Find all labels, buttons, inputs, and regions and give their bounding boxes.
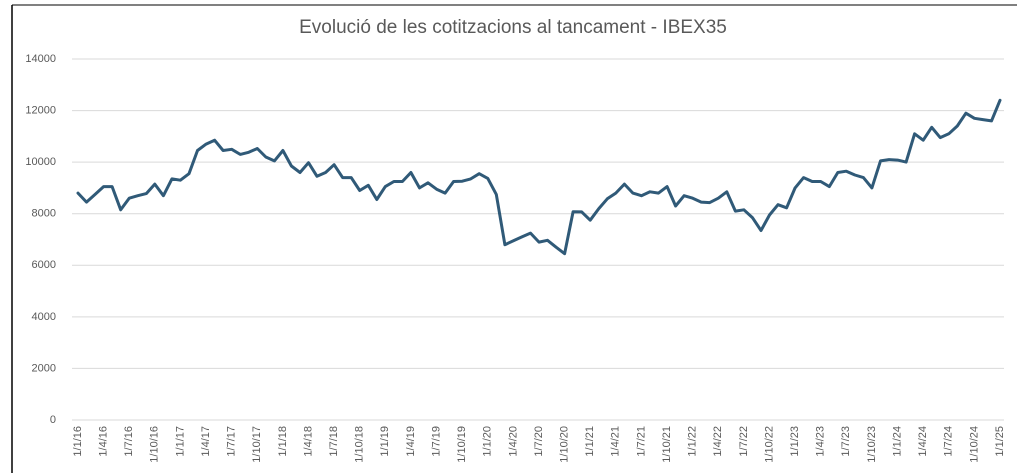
x-tick-label: 1/10/18 bbox=[354, 426, 366, 463]
x-tick-label: 1/4/19 bbox=[405, 426, 417, 457]
x-tick-label: 1/7/24 bbox=[943, 426, 955, 457]
y-tick-label: 14000 bbox=[25, 53, 56, 65]
y-tick-label: 0 bbox=[50, 414, 56, 426]
x-tick-label: 1/1/19 bbox=[379, 426, 391, 457]
x-tick-label: 1/10/19 bbox=[456, 426, 468, 463]
x-tick-label: 1/10/17 bbox=[251, 426, 263, 463]
x-tick-label: 1/10/24 bbox=[968, 426, 980, 463]
x-tick-label: 1/4/17 bbox=[200, 426, 212, 457]
x-tick-label: 1/7/17 bbox=[226, 426, 238, 457]
x-tick-label: 1/1/25 bbox=[994, 426, 1006, 457]
x-tick-label: 1/4/23 bbox=[815, 426, 827, 457]
x-tick-label: 1/10/21 bbox=[661, 426, 673, 463]
x-tick-label: 1/4/16 bbox=[98, 426, 110, 457]
x-tick-label: 1/10/22 bbox=[763, 426, 775, 463]
x-tick-label: 1/7/23 bbox=[840, 426, 852, 457]
x-tick-label: 1/1/24 bbox=[891, 426, 903, 457]
y-tick-label: 12000 bbox=[25, 104, 56, 116]
x-tick-label: 1/10/20 bbox=[559, 426, 571, 463]
x-tick-label: 1/7/22 bbox=[738, 426, 750, 457]
chart-title: Evolució de les cotitzacions al tancamen… bbox=[299, 17, 727, 38]
x-tick-label: 1/1/16 bbox=[72, 426, 84, 457]
series-line bbox=[76, 98, 1002, 256]
x-tick-label: 1/4/22 bbox=[712, 426, 724, 457]
x-tick-label: 1/1/23 bbox=[789, 426, 801, 457]
y-tick-label: 6000 bbox=[32, 259, 56, 271]
x-tick-label: 1/1/17 bbox=[174, 426, 186, 457]
x-tick-label: 1/7/19 bbox=[430, 426, 442, 457]
x-tick-label: 1/1/20 bbox=[482, 426, 494, 457]
x-tick-label: 1/4/20 bbox=[507, 426, 519, 457]
x-tick-label: 1/4/24 bbox=[917, 426, 929, 457]
x-tick-label: 1/10/16 bbox=[149, 426, 161, 463]
x-tick-label: 1/7/16 bbox=[123, 426, 135, 457]
y-tick-label: 2000 bbox=[32, 362, 56, 374]
x-tick-label: 1/4/18 bbox=[302, 426, 314, 457]
x-tick-label: 1/7/20 bbox=[533, 426, 545, 457]
x-tick-label: 1/7/18 bbox=[328, 426, 340, 457]
y-tick-label: 10000 bbox=[25, 156, 56, 168]
x-tick-label: 1/7/21 bbox=[635, 426, 647, 457]
x-tick-label: 1/1/21 bbox=[584, 426, 596, 457]
y-tick-label: 4000 bbox=[32, 311, 56, 323]
y-tick-label: 8000 bbox=[32, 208, 56, 220]
x-tick-label: 1/10/23 bbox=[866, 426, 878, 463]
x-tick-label: 1/4/21 bbox=[610, 426, 622, 457]
x-tick-label: 1/1/18 bbox=[277, 426, 289, 457]
x-tick-label: 1/1/22 bbox=[687, 426, 699, 457]
